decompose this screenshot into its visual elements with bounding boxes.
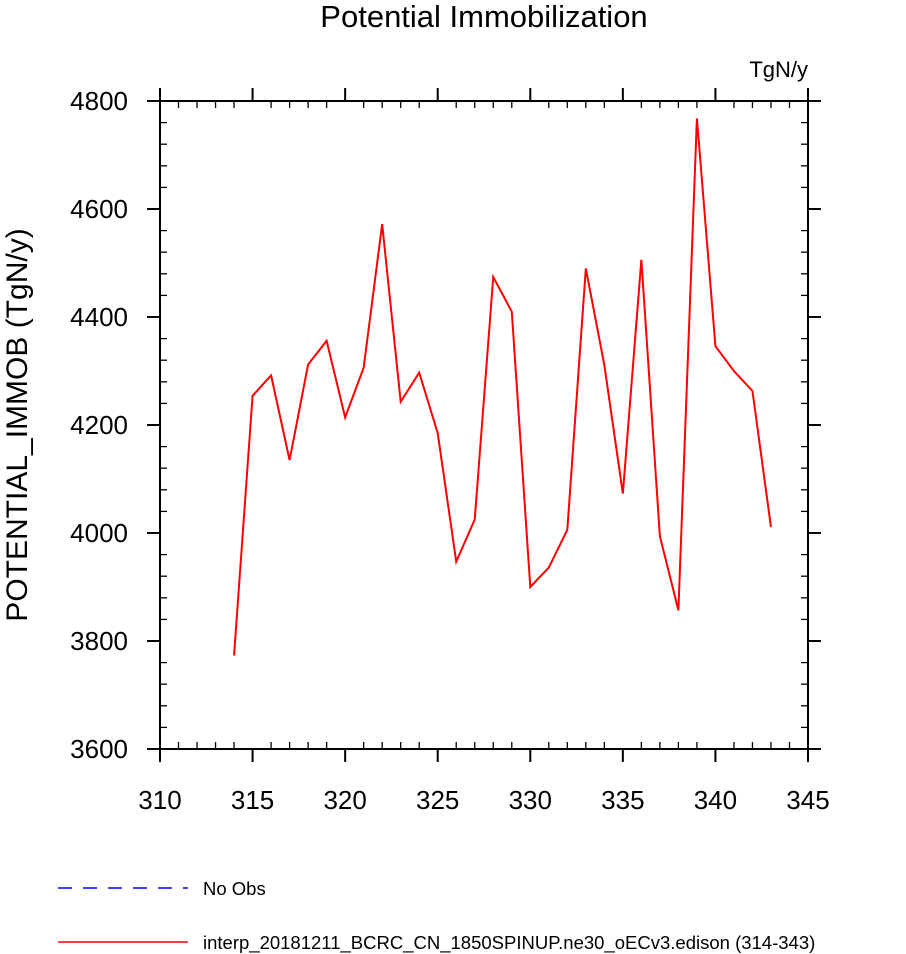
y-tick-label: 4200 — [70, 410, 128, 440]
y-axis: 3600 3800 4000 4200 4400 4600 4800 — [70, 86, 821, 764]
legend: No Obs interp_20181211_BCRC_CN_1850SPINUP… — [58, 878, 815, 954]
series-layer — [233, 118, 772, 656]
x-tick-label: 320 — [323, 785, 366, 815]
x-tick-label: 310 — [138, 785, 181, 815]
y-tick-label: 4600 — [70, 194, 128, 224]
x-tick-label: 330 — [509, 785, 552, 815]
plot-frame — [159, 100, 809, 750]
legend-label: No Obs — [203, 878, 266, 899]
y-axis-label: POTENTIAL_IMMOB (TgN/y) — [1, 228, 34, 621]
x-tick-label: 315 — [231, 785, 274, 815]
y-tick-label: 4800 — [70, 86, 128, 116]
x-axis: 310 315 320 325 330 335 340 345 — [138, 88, 830, 815]
legend-label: interp_20181211_BCRC_CN_1850SPINUP.ne30_… — [203, 932, 815, 954]
x-tick-label: 340 — [694, 785, 737, 815]
chart-title: Potential Immobilization — [320, 0, 647, 34]
y-tick-label: 3800 — [70, 626, 128, 656]
x-tick-label: 335 — [601, 785, 644, 815]
units-label: TgN/y — [749, 57, 808, 82]
series-line — [233, 118, 772, 656]
x-tick-label: 345 — [786, 785, 829, 815]
y-tick-label: 4000 — [70, 518, 128, 548]
y-tick-label: 3600 — [70, 734, 128, 764]
x-tick-label: 325 — [416, 785, 459, 815]
y-tick-label: 4400 — [70, 302, 128, 332]
